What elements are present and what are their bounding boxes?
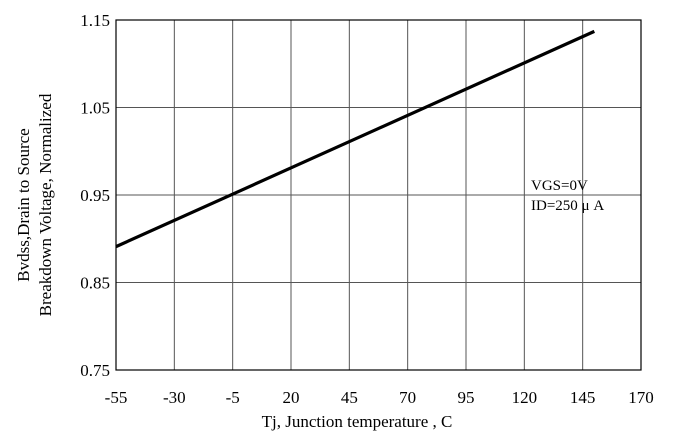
x-tick-labels: -55 -30 -5 20 45 70 95 120 145 170 bbox=[105, 388, 654, 407]
x-axis-label: Tj, Junction temperature , C bbox=[262, 412, 453, 431]
y-tick-label: 1.05 bbox=[80, 99, 110, 118]
y-tick-labels: 0.75 0.85 0.95 1.05 1.15 bbox=[80, 11, 110, 380]
series-layer bbox=[115, 29, 595, 249]
x-tick-label: 20 bbox=[283, 388, 300, 407]
x-tick-label: -55 bbox=[105, 388, 128, 407]
y-tick-label: 0.75 bbox=[80, 361, 110, 380]
grid bbox=[115, 19, 642, 371]
x-tick-label: 120 bbox=[512, 388, 538, 407]
y-tick-label: 0.95 bbox=[80, 186, 110, 205]
x-tick-label: 145 bbox=[570, 388, 596, 407]
y-tick-label: 0.85 bbox=[80, 274, 110, 293]
x-tick-label: -5 bbox=[226, 388, 240, 407]
annotation-id: ID=250 μ A bbox=[531, 198, 604, 214]
x-tick-label: 45 bbox=[341, 388, 358, 407]
x-tick-label: 70 bbox=[399, 388, 416, 407]
y-axis-label: Bvdss,Drain to Source Breakdown Voltage,… bbox=[14, 93, 55, 316]
x-tick-label: 95 bbox=[458, 388, 475, 407]
annotation-vgs: VGS=0V bbox=[531, 178, 588, 194]
x-tick-label: -30 bbox=[163, 388, 186, 407]
y-axis-label-line-1: Bvdss,Drain to Source bbox=[14, 128, 33, 281]
x-tick-label: 170 bbox=[628, 388, 654, 407]
series-line-0 bbox=[115, 29, 595, 249]
y-axis-label-line-2: Breakdown Voltage, Normalized bbox=[36, 93, 55, 316]
y-tick-label: 1.15 bbox=[80, 11, 110, 30]
plot-area-frame bbox=[115, 19, 642, 371]
